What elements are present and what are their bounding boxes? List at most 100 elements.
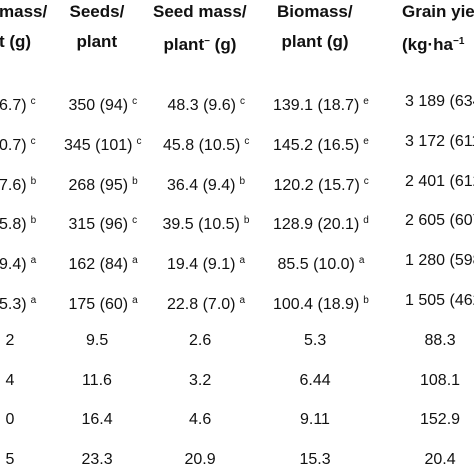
table-cell: 9.11: [300, 410, 330, 430]
cell-text: 88.3: [424, 331, 456, 349]
table-cell: 4.6: [189, 410, 211, 430]
cell-text: 345 (101): [64, 136, 133, 154]
table-cell: 9.5: [86, 331, 108, 351]
cell-text: 0: [5, 411, 15, 429]
table-cell: 4: [6, 371, 15, 391]
cell-text: Seeds/: [69, 2, 125, 21]
superscript: c: [132, 215, 138, 227]
table-cell: 345 (101) c: [64, 132, 142, 156]
table-cell: 162 (84) a: [69, 251, 138, 275]
superscript: c: [30, 135, 36, 147]
table-cell: 0: [6, 410, 15, 430]
header-cell: plant (g): [282, 32, 349, 52]
header-cell: plant− (g): [164, 32, 237, 55]
superscript: b: [30, 175, 37, 187]
cell-text: (g): [209, 35, 237, 54]
table-cell: 315 (96) c: [69, 211, 138, 235]
cell-text: 5: [5, 451, 15, 469]
superscript: a: [239, 255, 246, 267]
header-cell: mass/: [0, 2, 47, 22]
cell-text: 16.4: [81, 411, 113, 429]
cell-text: 19.4 (9.1): [167, 256, 236, 274]
superscript: a: [132, 295, 138, 306]
cell-text: 3.2: [189, 371, 212, 389]
table-cell: 3 172 (611: [405, 132, 474, 152]
table-cell: 100.4 (18.9) b: [273, 291, 369, 315]
cell-text: 3 172 (611: [405, 132, 474, 150]
table-cell: 9.4) a: [0, 251, 36, 275]
cell-text: 2: [5, 331, 15, 349]
cell-text: 5.8): [0, 216, 27, 234]
cell-text: (kg·ha: [402, 35, 453, 54]
cell-text: 20.4: [424, 451, 456, 469]
superscript: −1: [453, 36, 465, 47]
superscript: a: [239, 295, 246, 306]
cell-text: 48.3 (9.6): [167, 97, 236, 114]
superscript: b: [239, 175, 246, 187]
cell-text: 85.5 (10.0): [277, 256, 355, 274]
cell-text: 22.8 (7.0): [167, 296, 236, 313]
superscript: d: [363, 215, 369, 227]
cell-text: 4: [5, 371, 15, 389]
table-cell: 22.8 (7.0) a: [167, 291, 245, 315]
table-cell: 2.6: [189, 331, 211, 351]
cell-text: 9.4): [0, 256, 27, 274]
table-cell: 85.5 (10.0) a: [278, 251, 365, 275]
table-cell: 20.9: [185, 450, 216, 470]
table-cell: 6.7) c: [0, 92, 36, 116]
superscript: c: [244, 135, 250, 147]
cell-text: 1 505 (462: [405, 292, 474, 309]
superscript: e: [363, 96, 369, 107]
table-cell: 11.6: [82, 371, 112, 391]
cell-text: 45.8 (10.5): [163, 136, 241, 154]
table-cell: 23.3: [82, 450, 113, 470]
cell-text: 162 (84): [68, 256, 129, 274]
cell-text: 2 605 (607: [405, 212, 474, 230]
superscript: b: [243, 215, 250, 227]
superscript: −: [204, 36, 210, 47]
superscript: a: [30, 295, 37, 306]
cell-text: plant: [163, 35, 205, 54]
cell-text: 15.3: [299, 451, 331, 469]
header-cell: Seeds/: [70, 2, 125, 22]
cell-text: 152.9: [420, 411, 461, 429]
table-cell: 5.3) a: [0, 291, 36, 315]
cell-text: Grain yie: [402, 2, 474, 21]
table-cell: 2: [6, 331, 15, 351]
cell-text: 6.7): [0, 97, 27, 114]
table-cell: 145.2 (16.5) e: [273, 132, 369, 156]
superscript: b: [363, 295, 369, 306]
superscript: c: [30, 96, 36, 107]
table-cell: 2 401 (612: [405, 172, 474, 192]
header-cell: t (g): [0, 32, 31, 52]
cell-text: 350 (94): [68, 97, 129, 114]
table-cell: 36.4 (9.4) b: [167, 172, 245, 196]
table-cell: 5: [6, 450, 15, 470]
header-cell: plant: [77, 32, 118, 52]
cell-text: mass/: [0, 2, 48, 21]
superscript: c: [132, 96, 138, 107]
table-cell: 2 605 (607: [405, 211, 474, 231]
table-cell: 268 (95) b: [69, 172, 138, 196]
header-cell: Seed mass/: [153, 2, 247, 22]
cell-text: 145.2 (16.5): [273, 136, 360, 154]
cell-text: 315 (96): [68, 216, 129, 234]
cell-text: 20.9: [184, 451, 216, 469]
cell-text: 139.1 (18.7): [273, 97, 360, 114]
table-cell: 7.6) b: [0, 172, 36, 196]
table-cell: 139.1 (18.7) e: [273, 92, 369, 116]
cell-text: 11.6: [82, 371, 112, 389]
cell-text: Seed mass/: [153, 2, 247, 21]
table-cell: 15.3: [300, 450, 331, 470]
table-cell: 45.8 (10.5) c: [163, 132, 249, 156]
table-cell: 120.2 (15.7) c: [274, 172, 369, 196]
table-cell: 152.9: [420, 410, 460, 430]
table-cell: 39.5 (10.5) b: [163, 211, 250, 235]
cell-text: 108.1: [420, 371, 461, 389]
superscript: a: [132, 255, 138, 267]
cell-text: 1 280 (598: [405, 252, 474, 270]
table-cell: 0.7) c: [0, 132, 36, 156]
table-cell: 3 189 (634: [405, 92, 474, 112]
header-cell: (kg·ha−1: [402, 32, 464, 55]
cell-text: 6.44: [299, 371, 331, 389]
